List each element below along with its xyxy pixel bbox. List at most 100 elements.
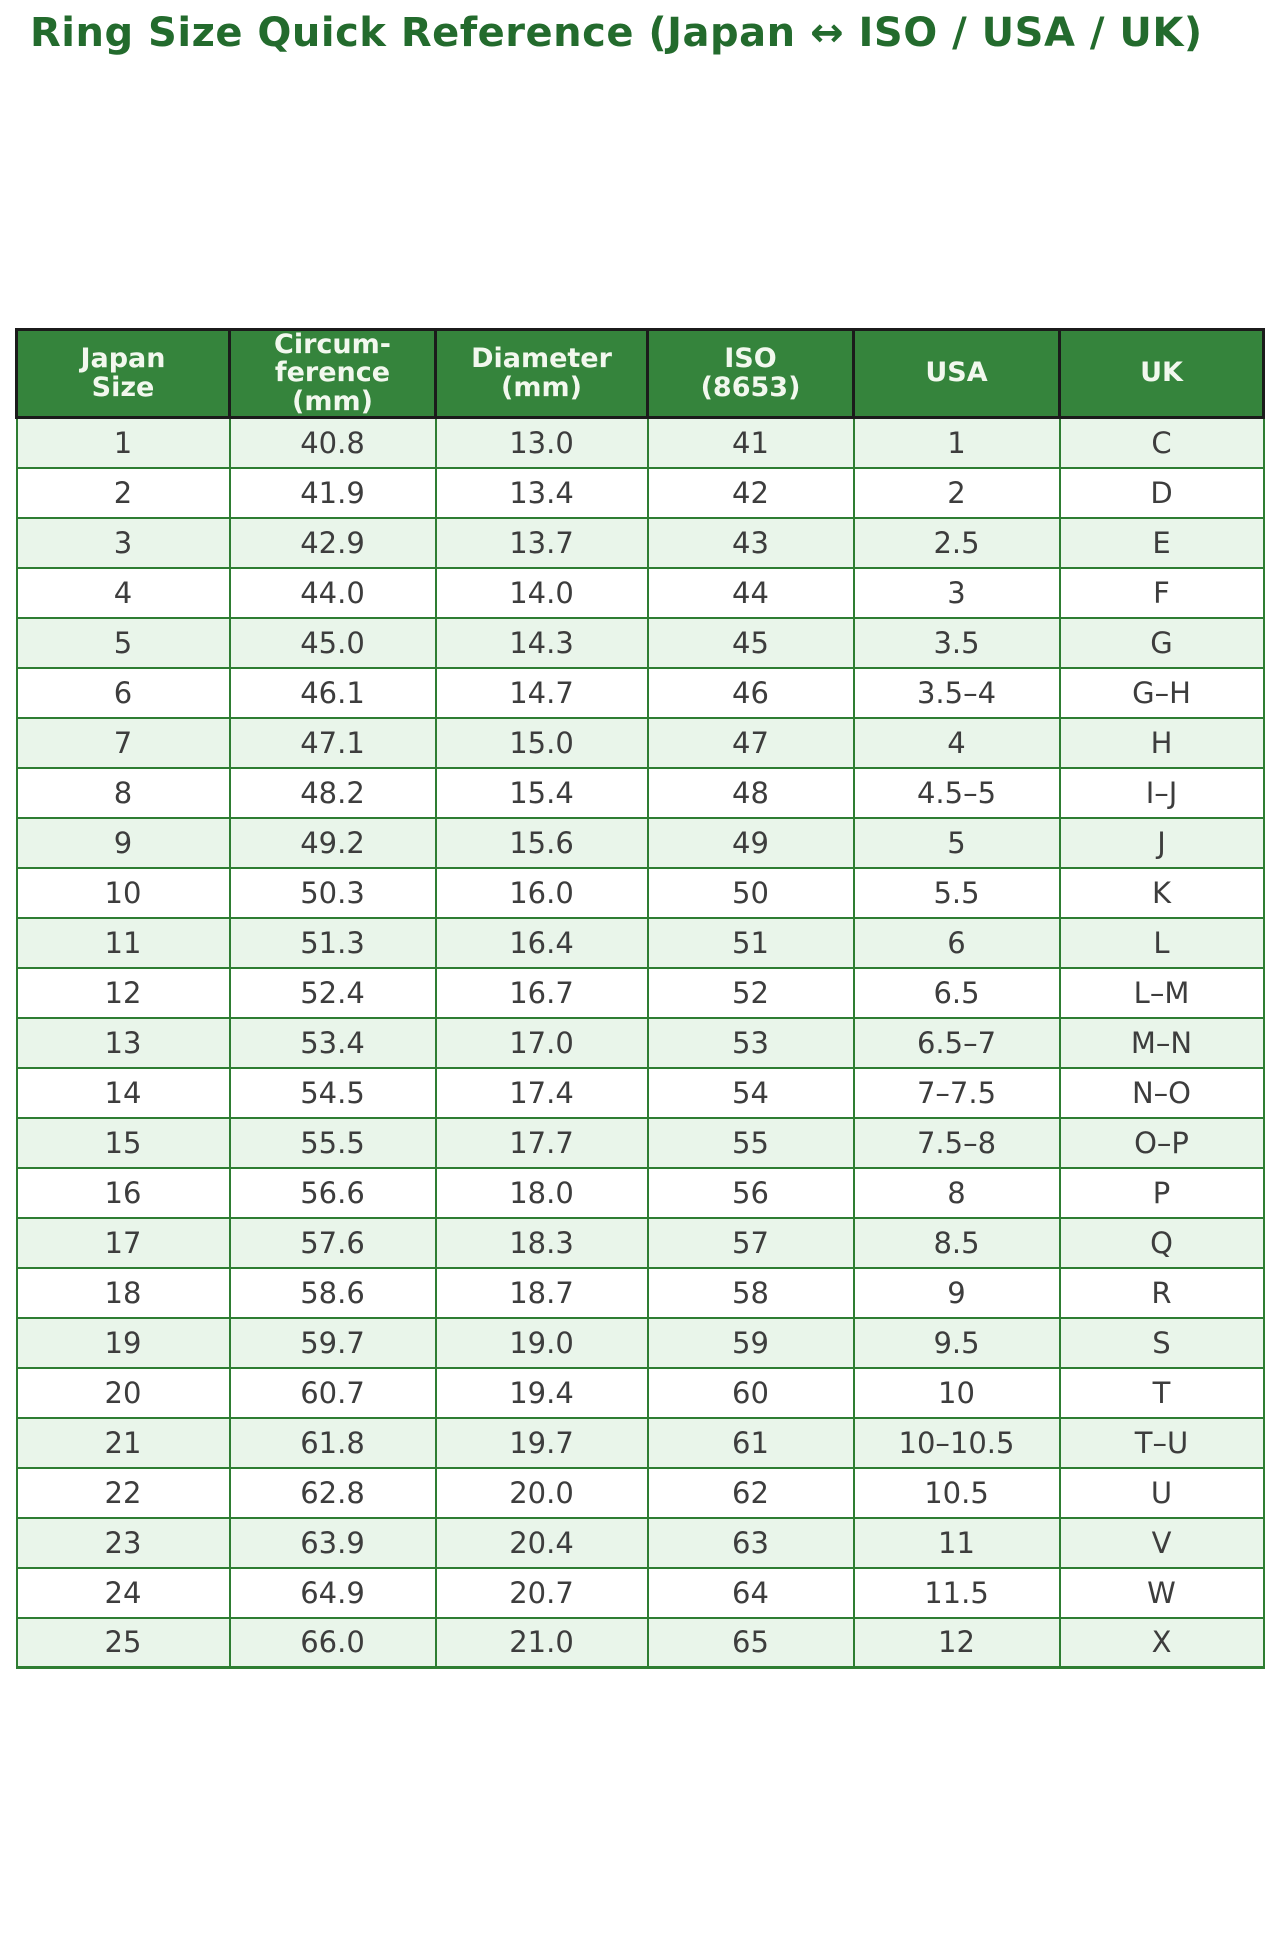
table-cell: 5: [15, 616, 231, 669]
table-cell: 52.4: [228, 966, 437, 1019]
table-cell: 43: [646, 516, 855, 569]
table-cell: 57.6: [228, 1216, 437, 1269]
table-cell: 19.7: [434, 1416, 649, 1469]
table-cell: 53.4: [228, 1016, 437, 1069]
table-cell: 20: [15, 1366, 231, 1419]
table-cell: 56: [646, 1166, 855, 1219]
header-row: Japan Size Circum- ference (mm) Diameter (…: [15, 327, 1265, 420]
table-cell: 56.6: [228, 1166, 437, 1219]
table-cell: 1: [15, 416, 231, 469]
table-cell: 7–7.5: [852, 1066, 1061, 1119]
table-cell: 11: [852, 1516, 1061, 1569]
table-cell: 60: [646, 1366, 855, 1419]
table-cell: 13.0: [434, 416, 649, 469]
table-cell: 9: [15, 816, 231, 869]
table-row: 15 55.5 17.7 55 7.5–8 O–P: [15, 1116, 1265, 1169]
table-row: 18 58.6 18.7 58 9 R: [15, 1266, 1265, 1319]
table-row: 22 62.8 20.0 62 10.5 U: [15, 1466, 1265, 1519]
table-cell: 58.6: [228, 1266, 437, 1319]
page-title: Ring Size Quick Reference (Japan ↔ ISO /…: [30, 10, 1203, 56]
table-cell: 53: [646, 1016, 855, 1069]
table-cell: 44: [646, 566, 855, 619]
table-cell: 20.0: [434, 1466, 649, 1519]
table-row: 3 42.9 13.7 43 2.5 E: [15, 516, 1265, 569]
table-cell: 21: [15, 1416, 231, 1469]
table-cell: 58: [646, 1266, 855, 1319]
table-cell: T: [1058, 1366, 1265, 1419]
table-cell: 65: [646, 1616, 855, 1670]
table-cell: 42.9: [228, 516, 437, 569]
table-cell: 60.7: [228, 1366, 437, 1419]
table-cell: 40.8: [228, 416, 437, 469]
table-cell: 50: [646, 866, 855, 919]
table-row: 21 61.8 19.7 61 10–10.5 T–U: [15, 1416, 1265, 1469]
table-cell: 42: [646, 466, 855, 519]
table-row: 11 51.3 16.4 51 6 L: [15, 916, 1265, 969]
table-cell: 4: [15, 566, 231, 619]
table-cell: 3: [852, 566, 1061, 619]
table-row: 7 47.1 15.0 47 4 H: [15, 716, 1265, 769]
table-cell: 5: [852, 816, 1061, 869]
table-cell: 41.9: [228, 466, 437, 519]
table-row: 24 64.9 20.7 64 11.5 W: [15, 1566, 1265, 1619]
table-cell: 13.4: [434, 466, 649, 519]
table-cell: 63: [646, 1516, 855, 1569]
table-cell: 14.7: [434, 666, 649, 719]
table-cell: 10: [15, 866, 231, 919]
table-cell: 18.7: [434, 1266, 649, 1319]
column-header: Japan Size: [15, 327, 231, 420]
table-row: 8 48.2 15.4 48 4.5–5 I–J: [15, 766, 1265, 819]
table-cell: 22: [15, 1466, 231, 1519]
table-cell: 64: [646, 1566, 855, 1619]
table-cell: 4.5–5: [852, 766, 1061, 819]
table-row: 9 49.2 15.6 49 5 J: [15, 816, 1265, 869]
table-cell: G–H: [1058, 666, 1265, 719]
table-cell: 41: [646, 416, 855, 469]
table-cell: W: [1058, 1566, 1265, 1619]
column-header: ISO (8653): [646, 327, 855, 420]
table-cell: 15.0: [434, 716, 649, 769]
table-cell: 66.0: [228, 1616, 437, 1670]
table-cell: 11.5: [852, 1566, 1061, 1619]
table-cell: 16.4: [434, 916, 649, 969]
table-cell: 12: [852, 1616, 1061, 1670]
table-cell: 5.5: [852, 866, 1061, 919]
table-cell: 3: [15, 516, 231, 569]
column-header: USA: [852, 327, 1061, 420]
table-cell: 15.4: [434, 766, 649, 819]
table-cell: 52: [646, 966, 855, 1019]
table-cell: 44.0: [228, 566, 437, 619]
table-cell: 45.0: [228, 616, 437, 669]
table-row: 20 60.7 19.4 60 10 T: [15, 1366, 1265, 1419]
table-cell: D: [1058, 466, 1265, 519]
table-cell: 48: [646, 766, 855, 819]
table-cell: 8.5: [852, 1216, 1061, 1269]
table-cell: 17.4: [434, 1066, 649, 1119]
table-cell: U: [1058, 1466, 1265, 1519]
table-cell: 24: [15, 1566, 231, 1619]
table-cell: 17.7: [434, 1116, 649, 1169]
table-cell: 14: [15, 1066, 231, 1119]
table-cell: 6.5–7: [852, 1016, 1061, 1069]
table-cell: 54.5: [228, 1066, 437, 1119]
table-cell: 12: [15, 966, 231, 1019]
table-cell: X: [1058, 1616, 1265, 1670]
table-cell: H: [1058, 716, 1265, 769]
table-header-row: Japan Size Circum- ference (mm) Diameter (…: [15, 327, 1265, 420]
table-cell: 8: [15, 766, 231, 819]
table-cell: 47.1: [228, 716, 437, 769]
table-cell: P: [1058, 1166, 1265, 1219]
table-cell: 23: [15, 1516, 231, 1569]
column-header: Diameter (mm): [434, 327, 649, 420]
table-cell: 61: [646, 1416, 855, 1469]
table-cell: Q: [1058, 1216, 1265, 1269]
table-cell: 19.4: [434, 1366, 649, 1419]
table-cell: G: [1058, 616, 1265, 669]
table-row: 16 56.6 18.0 56 8 P: [15, 1166, 1265, 1219]
table-row: 5 45.0 14.3 45 3.5 G: [15, 616, 1265, 669]
table-cell: 18.3: [434, 1216, 649, 1269]
table-cell: 13: [15, 1016, 231, 1069]
table-cell: 4: [852, 716, 1061, 769]
table-cell: 17.0: [434, 1016, 649, 1069]
table-cell: O–P: [1058, 1116, 1265, 1169]
